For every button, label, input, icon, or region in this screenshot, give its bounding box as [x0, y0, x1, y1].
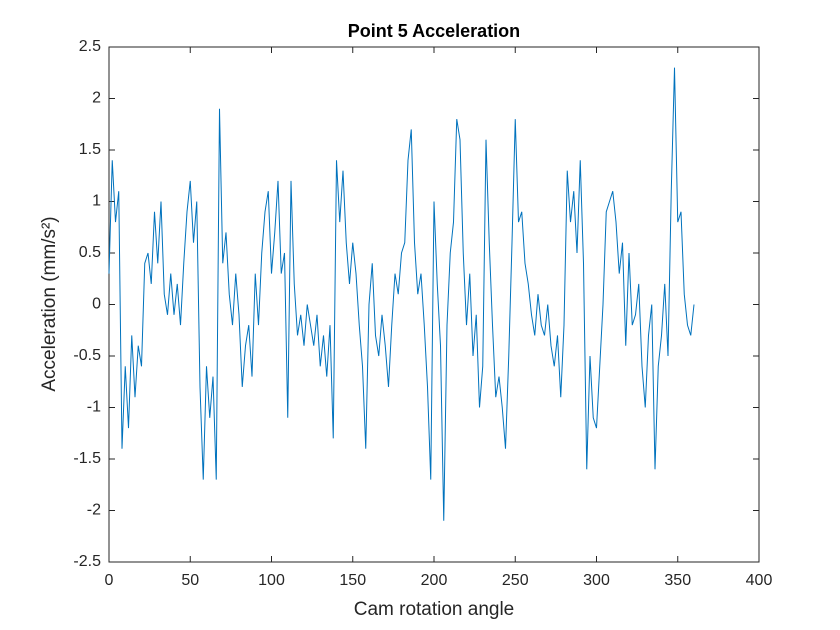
y-tick-label: 1 [92, 193, 101, 210]
x-tick-label: 0 [105, 572, 114, 589]
y-tick-label: 0 [92, 296, 101, 313]
y-tick-label: -2.5 [73, 553, 101, 570]
y-tick-label: 2.5 [79, 38, 101, 55]
data-line [108, 67, 695, 521]
y-tick-label: -0.5 [73, 347, 101, 364]
y-tick-label: 1.5 [79, 141, 101, 158]
x-tick-label: 300 [583, 572, 610, 589]
y-axis-label: Acceleration (mm/s²) [39, 216, 60, 391]
x-axis-label: Cam rotation angle [354, 599, 515, 620]
y-tick-label: 2 [92, 90, 101, 107]
y-tick-label: -1.5 [73, 450, 101, 467]
x-tick-label: 200 [421, 572, 448, 589]
y-tick-label: -1 [87, 399, 101, 416]
x-tick-label: 400 [746, 572, 773, 589]
x-tick-label: 100 [258, 572, 285, 589]
y-tick-label: -2 [87, 502, 101, 519]
y-tick-label: 0.5 [79, 244, 101, 261]
plot-area [108, 46, 760, 563]
x-tick-label: 50 [181, 572, 199, 589]
x-tick-label: 350 [664, 572, 691, 589]
chart-title: Point 5 Acceleration [348, 21, 520, 41]
x-tick-label: 250 [502, 572, 529, 589]
x-tick-label: 150 [339, 572, 366, 589]
